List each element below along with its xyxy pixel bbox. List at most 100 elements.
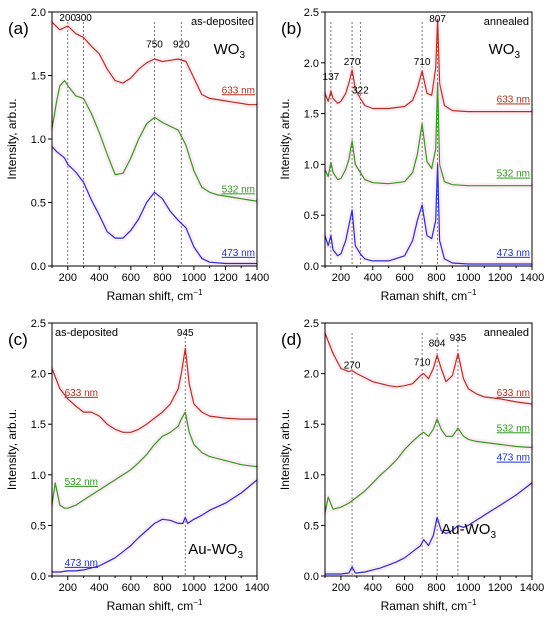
series-label: 473 nm	[497, 248, 530, 259]
y-axis-title: Intensity, arb.u.	[278, 98, 292, 179]
sample-label-sub: 3	[237, 550, 243, 561]
y-tick-label: 2.5	[304, 7, 319, 19]
y-tick-label: 1.0	[31, 134, 46, 146]
series-line-633-nm	[324, 18, 532, 113]
x-axis-title-main: Raman shift, cm	[381, 599, 468, 613]
y-tick-label: 2.0	[31, 369, 46, 381]
y-tick-label: 2.0	[31, 7, 46, 19]
sample-label: Au-WO3	[441, 521, 496, 541]
y-tick-label: 1.5	[304, 109, 319, 121]
corner-text: as-deposited	[55, 327, 118, 339]
y-axis-title: Intensity, arb.u.	[5, 409, 19, 490]
peak-label: 710	[414, 57, 431, 68]
series-halo	[49, 143, 260, 267]
x-tick-label: 1400	[520, 272, 544, 284]
y-tick-label: 0.0	[304, 571, 319, 583]
series-line-532-nm	[324, 82, 532, 187]
x-tick-label: 1400	[245, 272, 269, 284]
panel-label: (a)	[8, 19, 29, 38]
sample-label-main: WO	[489, 41, 515, 58]
x-tick-label: 400	[90, 582, 108, 594]
y-tick-label: 1.5	[31, 71, 46, 83]
x-tick-label: 200	[59, 272, 77, 284]
plot-frame	[51, 322, 258, 577]
x-axis-title: Raman shift, cm−1	[381, 288, 477, 303]
sample-label-sub: 3	[514, 50, 520, 61]
series-label: 532 nm	[497, 169, 530, 180]
x-tick-label: 1400	[520, 582, 544, 594]
x-tick-label: 600	[122, 582, 140, 594]
series-line-532-nm	[51, 79, 258, 202]
series-line-473-nm	[51, 146, 257, 265]
y-axis-title: Intensity, arb.u.	[5, 98, 19, 179]
x-tick-label: 1200	[488, 582, 512, 594]
plot-frame	[324, 322, 533, 577]
series-line-633-nm	[324, 332, 533, 405]
x-axis-title-sup: −1	[193, 598, 203, 607]
series-label: 633 nm	[497, 388, 530, 399]
y-tick-label: 1.0	[304, 159, 319, 171]
y-tick-label: 2.5	[304, 318, 319, 330]
x-tick-label: 1000	[182, 272, 206, 284]
y-tick-label: 1.5	[31, 419, 46, 431]
corner-text: annealed	[484, 16, 529, 28]
corner-text: annealed	[484, 327, 529, 339]
x-tick-label: 600	[395, 582, 413, 594]
x-tick-label: 800	[427, 582, 445, 594]
x-axis-title: Raman shift, cm−1	[107, 598, 203, 613]
sample-label: WO3	[489, 41, 521, 61]
y-tick-label: 0.5	[31, 520, 46, 532]
series-label: 473 nm	[222, 248, 255, 259]
sample-label-sub: 3	[239, 50, 245, 61]
peak-label: 137	[323, 72, 340, 83]
peak-label: 935	[450, 333, 467, 344]
x-tick-label: 600	[395, 272, 413, 284]
series-label: 473 nm	[497, 453, 530, 464]
peak-label: 322	[352, 85, 369, 96]
panel-label: (c)	[8, 330, 28, 349]
sample-label-main: Au-WO	[441, 521, 490, 538]
peak-label: 804	[429, 338, 446, 349]
peak-label: 807	[429, 14, 446, 25]
sample-label-sub: 3	[490, 530, 496, 541]
series-line-473-nm	[324, 163, 532, 265]
y-tick-label: 0.5	[304, 210, 319, 222]
y-tick-label: 2.0	[304, 369, 319, 381]
x-axis-title-sup: −1	[193, 288, 203, 297]
sample-label: WO3	[214, 41, 246, 61]
panel-d: 633 nm 532 nm 473 nm 270 710 804 935 200 400 600 8…	[278, 318, 544, 613]
y-tick-label: 1.5	[304, 419, 319, 431]
y-tick-label: 1.0	[304, 470, 319, 482]
series-line-532-nm	[51, 411, 258, 509]
y-tick-label: 2.0	[304, 58, 319, 70]
series-line-633-nm	[51, 21, 257, 106]
x-tick-label: 1000	[182, 582, 206, 594]
x-axis-title-sup: −1	[467, 598, 477, 607]
sample-label: Au-WO3	[188, 541, 243, 561]
y-tick-label: 0.0	[31, 261, 46, 273]
series-line-633-nm	[51, 347, 257, 433]
peak-label: 270	[344, 57, 361, 68]
x-tick-label: 1000	[456, 272, 480, 284]
x-tick-label: 800	[153, 272, 171, 284]
x-tick-label: 800	[153, 582, 171, 594]
y-tick-label: 1.0	[31, 470, 46, 482]
series-halo	[49, 409, 260, 512]
series-label: 532 nm	[497, 423, 530, 434]
x-tick-label: 400	[364, 272, 382, 284]
series-line-473-nm	[325, 482, 533, 575]
peak-label: 920	[173, 40, 190, 51]
sample-label-main: WO	[214, 41, 240, 58]
plot-frame	[324, 11, 533, 267]
series-line-473-nm	[52, 479, 258, 573]
x-tick-label: 1200	[213, 582, 237, 594]
y-tick-label: 0.5	[304, 520, 319, 532]
x-tick-label: 1200	[488, 272, 512, 284]
x-axis-title-main: Raman shift, cm	[381, 289, 468, 303]
panel-b: 633 nm 532 nm 473 nm 137 270 322 710 807 200 400 6…	[278, 7, 544, 303]
y-tick-label: 0.0	[31, 571, 46, 583]
x-tick-label: 200	[332, 582, 350, 594]
